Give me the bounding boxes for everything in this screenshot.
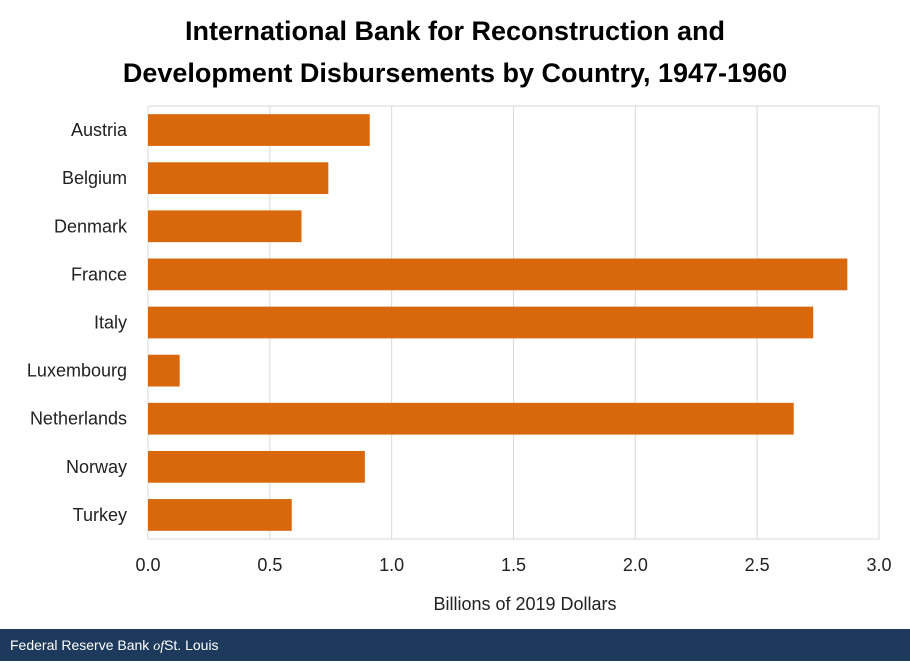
x-tick-label: 1.5 xyxy=(501,555,526,575)
bar-belgium xyxy=(148,162,329,195)
bar-turkey xyxy=(148,499,292,531)
x-tick-label: 2.5 xyxy=(745,555,770,575)
x-axis-title: Billions of 2019 Dollars xyxy=(433,594,616,614)
category-label-france: France xyxy=(71,264,127,284)
x-tick-label: 0.5 xyxy=(257,555,282,575)
x-tick-label: 3.0 xyxy=(866,555,891,575)
category-label-norway: Norway xyxy=(66,457,127,477)
category-label-luxembourg: Luxembourg xyxy=(27,361,127,381)
footer-source-city: St. Louis xyxy=(164,637,219,653)
category-label-netherlands: Netherlands xyxy=(30,409,127,429)
x-tick-label: 1.0 xyxy=(379,555,404,575)
category-label-austria: Austria xyxy=(71,120,128,140)
category-label-belgium: Belgium xyxy=(62,168,127,188)
bar-norway xyxy=(148,450,365,483)
x-tick-label: 0.0 xyxy=(135,555,160,575)
bar-netherlands xyxy=(148,402,794,435)
chart-title-line-2: Development Disbursements by Country, 19… xyxy=(123,58,787,88)
bar-france xyxy=(148,258,848,291)
footer-source-of: of xyxy=(153,639,165,654)
x-tick-labels: 0.0 0.5 1.0 1.5 2.0 2.5 3.0 xyxy=(135,555,891,575)
bar-denmark xyxy=(148,210,302,243)
x-tick-label: 2.0 xyxy=(623,555,648,575)
footer-source: Federal Reserve Bank ofSt. Louis xyxy=(0,629,910,661)
category-label-turkey: Turkey xyxy=(73,505,127,525)
bar-austria xyxy=(148,114,370,146)
chart: International Bank for Reconstruction an… xyxy=(27,16,892,614)
bar-luxembourg xyxy=(148,354,180,387)
chart-title-line-1: International Bank for Reconstruction an… xyxy=(185,16,725,46)
category-label-denmark: Denmark xyxy=(54,216,128,236)
bar-italy xyxy=(148,306,814,339)
category-label-italy: Italy xyxy=(94,313,127,333)
bars xyxy=(148,114,848,531)
footer-source-text: Federal Reserve Bank xyxy=(10,637,154,653)
category-labels: Austria Belgium Denmark France Italy Luxembou… xyxy=(27,120,128,525)
